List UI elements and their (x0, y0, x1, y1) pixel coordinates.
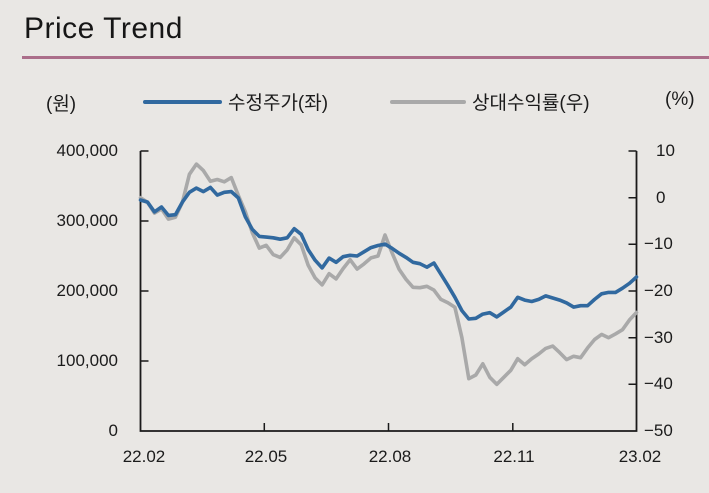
adjusted-price-line (138, 185, 639, 321)
page-title: Price Trend (24, 12, 183, 45)
left-tick-100000: 100,000 (56, 351, 118, 370)
relative-return-line (138, 162, 639, 387)
right-tick-0: 0 (656, 188, 666, 207)
legend-label-return: 상대수익률(우) (472, 93, 590, 114)
legend-price-line-swatch (143, 100, 222, 104)
chart-legend: (원) 수정주가(좌) 상대수익률(우) (%) (0, 0, 709, 120)
x-tick-2202: 22.02 (122, 447, 166, 466)
legend-label-price: 수정주가(좌) (228, 93, 329, 114)
x-axis-ticks (263, 423, 514, 431)
left-tick-300000: 300,000 (56, 211, 118, 230)
right-tick-neg50: −50 (644, 421, 673, 440)
right-axis-unit-label: (%) (665, 89, 695, 110)
right-tick-neg10: −10 (644, 234, 673, 253)
right-tick-10: 10 (656, 141, 675, 160)
x-tick-2302: 23.02 (618, 447, 662, 466)
left-axis-unit-label: (원) (46, 94, 77, 115)
x-tick-2208: 22.08 (368, 447, 412, 466)
right-tick-neg30: −30 (644, 328, 673, 347)
right-tick-neg40: −40 (644, 374, 673, 393)
legend-return-line-swatch (390, 100, 466, 104)
x-tick-2205: 22.05 (244, 447, 288, 466)
left-tick-400000: 400,000 (56, 141, 118, 160)
left-tick-200000: 200,000 (56, 281, 118, 300)
left-axis-ticks (140, 150, 149, 362)
right-axis-ticks (628, 150, 637, 386)
left-tick-0: 0 (108, 421, 118, 440)
title-rule (22, 56, 709, 59)
x-tick-2211: 22.11 (493, 447, 535, 466)
right-tick-neg20: −20 (644, 281, 673, 300)
